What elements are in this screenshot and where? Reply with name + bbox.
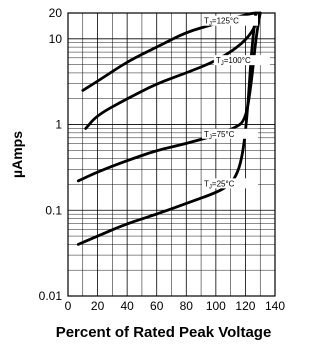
x-tick-label: 140: [265, 299, 285, 313]
y-tick-label: 0.1: [45, 203, 62, 217]
x-tick-label: 40: [120, 299, 134, 313]
series-label-1: TJ=100°C: [216, 56, 251, 67]
y-tick-label: 0.01: [39, 289, 63, 303]
series-label-backdrop: [213, 55, 270, 66]
x-tick-label: 80: [180, 299, 194, 313]
series-lines: [76, 11, 262, 246]
series-label-backdrop: [202, 15, 259, 26]
series-labels: TJ=125°C TJ=100°C TJ=75°C TJ=25°C: [202, 15, 270, 190]
y-axis-title: µAmps: [9, 131, 25, 178]
series-label-backdrop: [202, 178, 259, 189]
series-label-2: TJ=75°C: [204, 130, 235, 141]
x-tick-label: 60: [150, 299, 164, 313]
x-axis-ticks: 0 20 40 60 80 100 120 140: [65, 299, 286, 313]
x-tick-label: 0: [65, 299, 72, 313]
series-label-0: TJ=125°C: [204, 17, 239, 28]
y-tick-label: 1: [55, 118, 62, 132]
series-label-3: TJ=25°C: [204, 179, 235, 190]
y-axis-ticks: 0.01 0.1 1 10 20: [39, 6, 63, 303]
series-line-1: [84, 11, 262, 130]
x-tick-label: 120: [235, 299, 255, 313]
series-label-backdrop: [202, 128, 259, 139]
x-tick-label: 20: [91, 299, 105, 313]
y-tick-label: 10: [49, 32, 63, 46]
x-axis-title: Percent of Rated Peak Voltage: [56, 324, 272, 341]
plot-frame: [67, 12, 276, 297]
series-line-2: [76, 11, 262, 183]
y-tick-label: 20: [49, 6, 63, 20]
x-tick-label: 100: [206, 299, 226, 313]
